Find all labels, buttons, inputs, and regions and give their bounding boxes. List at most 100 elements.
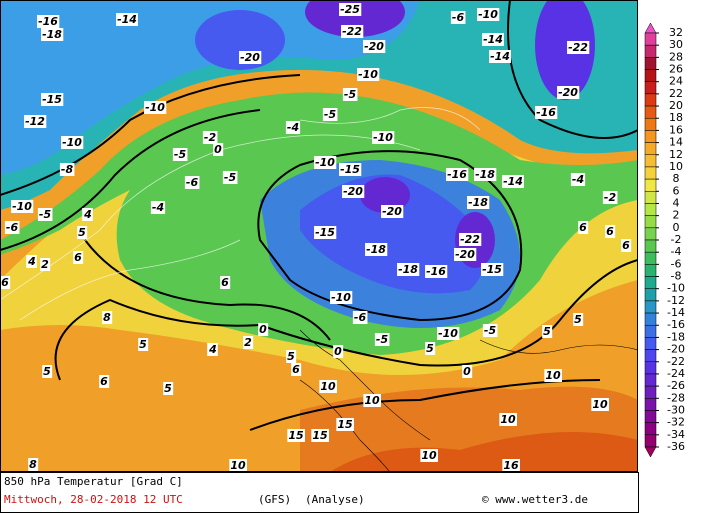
contour-label: -15 bbox=[481, 263, 504, 276]
contour-label: 6 bbox=[0, 276, 11, 289]
contour-label: 10 bbox=[319, 380, 337, 393]
colorbar-segment bbox=[644, 276, 657, 289]
contour-label: 15 bbox=[311, 429, 329, 442]
contour-label-bg bbox=[535, 106, 558, 119]
contour-label-bg bbox=[37, 15, 60, 28]
colorbar-segment bbox=[644, 385, 657, 399]
contour-label-text: 15 bbox=[288, 429, 304, 442]
contour-label-bg bbox=[602, 191, 618, 204]
contour-label-text: -20 bbox=[240, 51, 260, 64]
contour-label: 8 bbox=[102, 311, 113, 324]
contour-label-text: -20 bbox=[558, 86, 578, 99]
colorbar-segment bbox=[644, 288, 657, 302]
contour-label-text: -18 bbox=[468, 196, 488, 209]
colorbar-tick-label: 18 bbox=[669, 111, 683, 124]
contour-label-text: 6 bbox=[221, 276, 229, 289]
colorbar-top bbox=[644, 22, 657, 34]
contour-label-text: -5 bbox=[224, 171, 237, 184]
contour-label-text: 10 bbox=[230, 459, 246, 472]
colorbar-segment bbox=[644, 117, 657, 131]
colorbar-tick-label: -18 bbox=[667, 330, 685, 343]
colorbar-segment bbox=[644, 154, 657, 168]
contour-label-text: 6 bbox=[100, 375, 108, 388]
colorbar-segment bbox=[644, 191, 657, 204]
colorbar-segment bbox=[644, 105, 657, 119]
contour-label-text: -10 bbox=[358, 68, 378, 81]
colorbar-segment bbox=[644, 361, 657, 375]
colorbar-tick-label: 6 bbox=[673, 184, 680, 197]
colorbar-segment bbox=[644, 300, 657, 314]
contour-label: -14 bbox=[482, 33, 504, 46]
contour-label-bg bbox=[37, 208, 53, 221]
contour-label-text: -6 bbox=[186, 176, 199, 189]
colorbar-bottom bbox=[644, 446, 657, 458]
contour-label-bg bbox=[116, 13, 138, 26]
contour-label: -8 bbox=[59, 163, 75, 176]
contour-label-text: 6 bbox=[606, 225, 614, 238]
contour-label: -20 bbox=[557, 86, 580, 99]
temperature-field bbox=[0, 0, 638, 472]
contour-label-text: -4 bbox=[572, 173, 584, 186]
colorbar: 32302826242220181614121086420-2-4-6-8-10… bbox=[644, 22, 685, 458]
colorbar-segment bbox=[644, 398, 657, 411]
contour-label-text: 10 bbox=[364, 394, 380, 407]
contour-label-bg bbox=[542, 325, 553, 338]
footer-run: (Analyse) bbox=[305, 493, 365, 506]
colorbar-tick-label: 8 bbox=[673, 172, 680, 185]
contour-label-text: -6 bbox=[6, 221, 19, 234]
contour-label-text: -18 bbox=[475, 168, 495, 181]
footer-copyright: © www.wetter3.de bbox=[482, 493, 588, 506]
contour-label-bg bbox=[459, 233, 482, 246]
contour-label-text: -18 bbox=[398, 263, 418, 276]
contour-label-bg bbox=[291, 363, 302, 376]
colorbar-tick-label: -28 bbox=[667, 391, 685, 404]
contour-label: 5 bbox=[542, 325, 553, 338]
contour-label-bg bbox=[285, 121, 301, 134]
contour-label-bg bbox=[102, 311, 113, 324]
contour-label-bg bbox=[222, 171, 238, 184]
contour-label: -4 bbox=[150, 201, 166, 214]
contour-label: 10 bbox=[229, 459, 247, 472]
contour-label: -15 bbox=[41, 93, 64, 106]
contour-label: -10 bbox=[144, 101, 167, 114]
contour-label: 5 bbox=[163, 382, 174, 395]
contour-label: -10 bbox=[372, 131, 395, 144]
contour-label-text: 6 bbox=[292, 363, 300, 376]
contour-label-bg bbox=[330, 291, 353, 304]
contour-label-text: 5 bbox=[164, 382, 172, 395]
contour-label-text: -16 bbox=[536, 106, 556, 119]
contour-label: -18 bbox=[41, 28, 64, 41]
contour-label-text: 0 bbox=[334, 345, 342, 358]
contour-label: -10 bbox=[11, 200, 34, 213]
contour-label-bg bbox=[482, 33, 504, 46]
contour-label-bg bbox=[336, 418, 354, 431]
contour-label: 10 bbox=[499, 413, 517, 426]
contour-label-text: -5 bbox=[484, 324, 497, 337]
contour-label-text: 5 bbox=[543, 325, 551, 338]
contour-label-bg bbox=[184, 176, 200, 189]
contour-label: 6 bbox=[220, 276, 231, 289]
contour-label-text: 10 bbox=[545, 369, 561, 382]
contour-label-bg bbox=[341, 25, 364, 38]
colorbar-segment bbox=[644, 227, 657, 241]
contour-label-bg bbox=[333, 345, 344, 358]
colorbar-tick-label: -36 bbox=[667, 440, 685, 453]
contour-label-bg bbox=[172, 148, 188, 161]
contour-label-text: -12 bbox=[25, 115, 45, 128]
contour-label-text: -5 bbox=[324, 108, 337, 121]
colorbar-segment bbox=[644, 166, 657, 180]
contour-label-text: 5 bbox=[287, 350, 295, 363]
contour-label-bg bbox=[591, 398, 609, 411]
contour-label-text: 5 bbox=[574, 313, 582, 326]
contour-label-bg bbox=[99, 375, 110, 388]
contour-label-bg bbox=[286, 350, 297, 363]
contour-label: 15 bbox=[287, 429, 305, 442]
contour-label: -5 bbox=[374, 333, 390, 346]
contour-label: 5 bbox=[425, 342, 436, 355]
colorbar-segment bbox=[644, 264, 657, 277]
contour-label-bg bbox=[397, 263, 420, 276]
contour-label: -16 bbox=[425, 265, 448, 278]
